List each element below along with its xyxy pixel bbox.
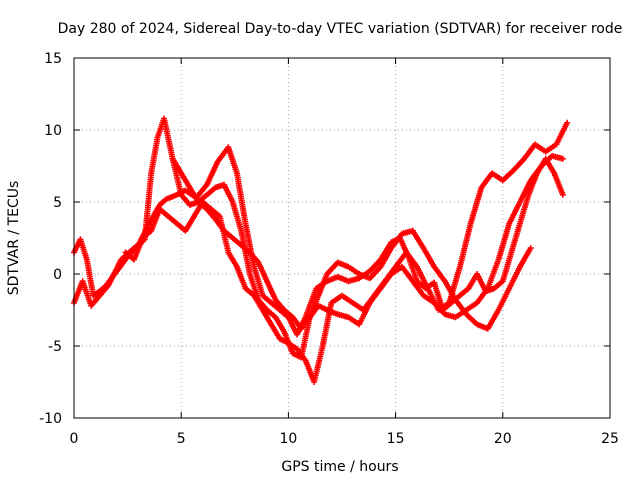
data-markers [71,115,571,385]
grid-lines [74,58,610,418]
y-tick-label: 10 [44,123,62,139]
series-track-d [169,155,534,332]
axes [73,57,611,419]
chart-title: Day 280 of 2024, Sidereal Day-to-day VTE… [58,21,623,37]
x-tick-label: 25 [601,431,619,447]
plot-frame [73,57,611,419]
x-axis-label: GPS time / hours [281,459,398,475]
series-track-c [122,119,571,385]
y-tick-label: 15 [44,51,62,67]
series-marker-path [122,119,571,385]
y-tick-label: 0 [53,267,62,283]
y-tick-label: 5 [53,195,62,211]
y-axis-label: SDTVAR / TECUs [6,181,22,296]
x-tick-label: 10 [279,431,297,447]
x-tick-label: 0 [70,431,79,447]
x-tick-label: 5 [177,431,186,447]
x-tick-label: 15 [387,431,405,447]
x-tick-label: 20 [494,431,512,447]
tick-labels: 0 5 10 15 20 25 -10 -5 0 5 10 15 [39,51,619,447]
series-marker-path [169,155,534,332]
y-tick-label: -5 [48,339,62,355]
y-tick-label: -10 [39,411,62,427]
